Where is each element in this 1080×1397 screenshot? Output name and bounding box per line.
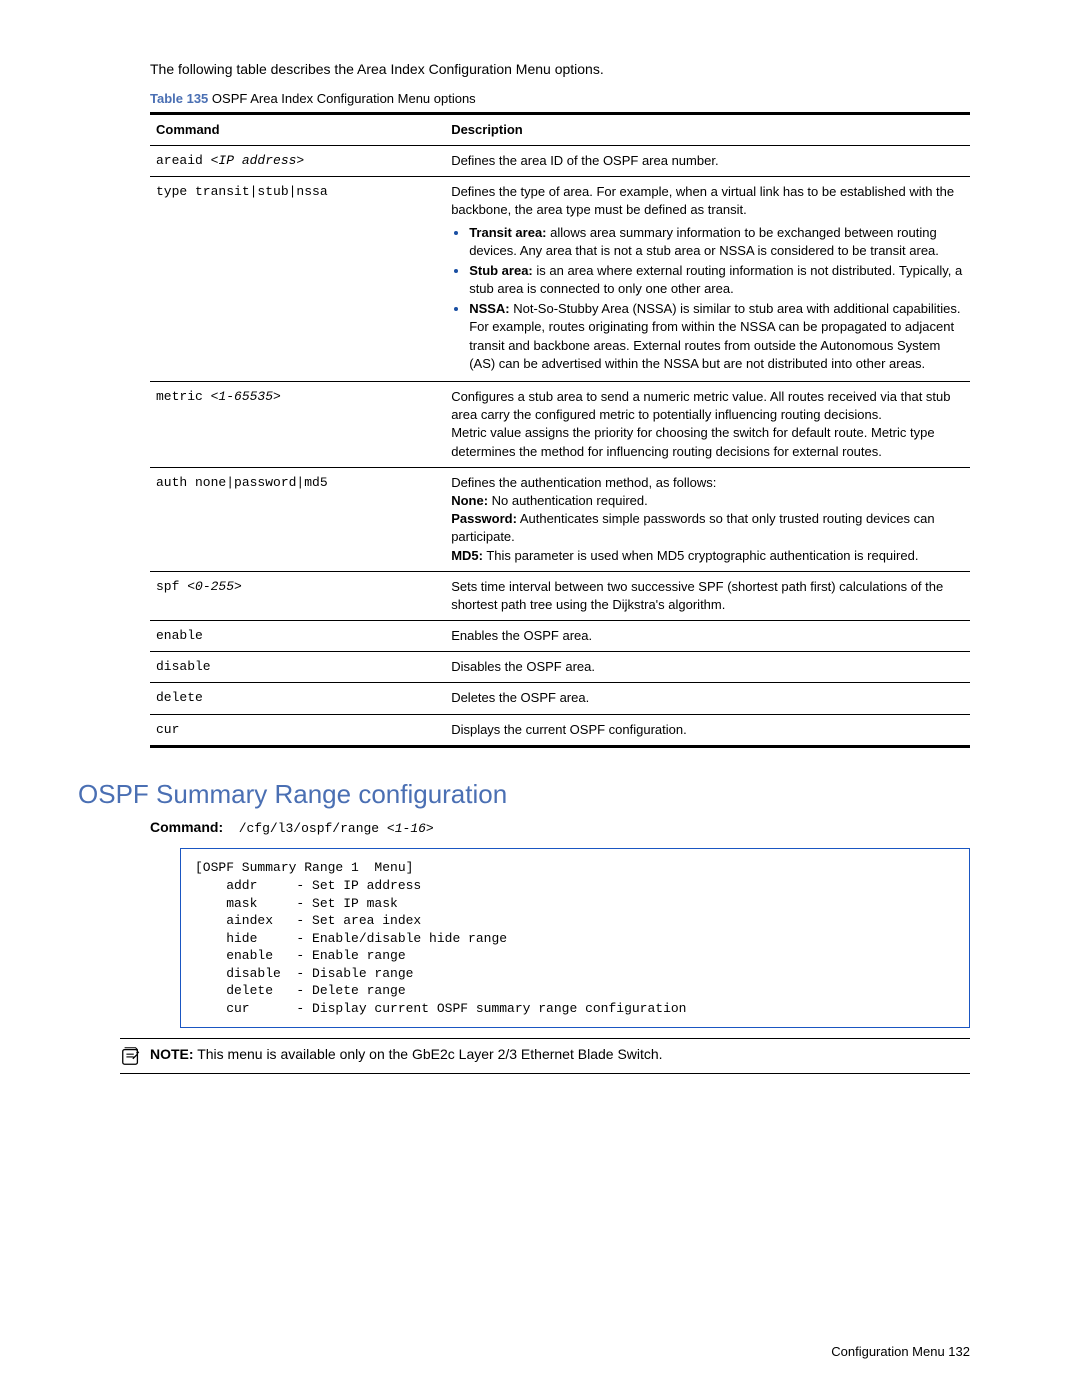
table-caption-label: Table 135	[150, 91, 208, 106]
note-label: NOTE:	[150, 1046, 194, 1062]
desc-cell: Defines the type of area. For example, w…	[445, 177, 970, 382]
cmd-cell: type transit|stub|nssa	[150, 177, 445, 382]
cmd-cell: delete	[150, 683, 445, 714]
list-item: Stub area: is an area where external rou…	[469, 262, 964, 298]
table-row: cur Displays the current OSPF configurat…	[150, 714, 970, 746]
auth-label: MD5:	[451, 548, 483, 563]
auth-text: Authenticates simple passwords so that o…	[451, 511, 934, 544]
note-body: NOTE: This menu is available only on the…	[150, 1045, 663, 1065]
auth-line: Password: Authenticates simple passwords…	[451, 510, 964, 546]
desc-cell: Defines the area ID of the OSPF area num…	[445, 145, 970, 176]
table-row: spf <0-255> Sets time interval between t…	[150, 571, 970, 620]
table-row: disable Disables the OSPF area.	[150, 652, 970, 683]
desc-cell: Enables the OSPF area.	[445, 621, 970, 652]
type-bullets: Transit area: allows area summary inform…	[451, 224, 964, 374]
cmd-cell: enable	[150, 621, 445, 652]
table-row: auth none|password|md5 Defines the authe…	[150, 467, 970, 571]
desc-cell: Sets time interval between two successiv…	[445, 571, 970, 620]
page-footer: Configuration Menu 132	[831, 1343, 970, 1361]
options-table: Command Description areaid <IP address> …	[150, 112, 970, 748]
note-text: This menu is available only on the GbE2c…	[194, 1046, 663, 1062]
cmd-text: areaid	[156, 153, 211, 168]
cmd-text: metric	[156, 389, 211, 404]
bullet-text: Not-So-Stubby Area (NSSA) is similar to …	[469, 301, 960, 371]
desc-cell: Defines the authentication method, as fo…	[445, 467, 970, 571]
cmd-text: spf	[156, 579, 187, 594]
auth-text: This parameter is used when MD5 cryptogr…	[483, 548, 918, 563]
th-description: Description	[445, 113, 970, 145]
bullet-label: NSSA:	[469, 301, 509, 316]
list-item: Transit area: allows area summary inform…	[469, 224, 964, 260]
command-arg: <1-16>	[387, 821, 434, 836]
table-caption-text: OSPF Area Index Configuration Menu optio…	[212, 91, 476, 106]
bullet-label: Transit area:	[469, 225, 546, 240]
cmd-cell: metric <1-65535>	[150, 382, 445, 468]
cmd-arg: <0-255>	[187, 579, 242, 594]
code-block: [OSPF Summary Range 1 Menu] addr - Set I…	[180, 848, 970, 1028]
desc-cell: Disables the OSPF area.	[445, 652, 970, 683]
auth-line: MD5: This parameter is used when MD5 cry…	[451, 547, 964, 565]
table-row: metric <1-65535> Configures a stub area …	[150, 382, 970, 468]
cmd-cell: disable	[150, 652, 445, 683]
desc-intro: Defines the type of area. For example, w…	[451, 184, 954, 217]
cmd-cell: cur	[150, 714, 445, 746]
table-caption: Table 135 OSPF Area Index Configuration …	[150, 90, 970, 108]
cmd-arg: <1-65535>	[211, 389, 281, 404]
desc-intro: Defines the authentication method, as fo…	[451, 474, 964, 492]
cmd-cell: areaid <IP address>	[150, 145, 445, 176]
cmd-cell: spf <0-255>	[150, 571, 445, 620]
desc-cell: Deletes the OSPF area.	[445, 683, 970, 714]
note-block: NOTE: This menu is available only on the…	[120, 1038, 970, 1074]
table-row: type transit|stub|nssa Defines the type …	[150, 177, 970, 382]
command-label: Command:	[150, 819, 223, 835]
note-icon	[120, 1045, 142, 1067]
table-row: areaid <IP address> Defines the area ID …	[150, 145, 970, 176]
command-path: /cfg/l3/ospf/range	[239, 821, 387, 836]
table-row: delete Deletes the OSPF area.	[150, 683, 970, 714]
bullet-text: is an area where external routing inform…	[469, 263, 962, 296]
auth-label: Password:	[451, 511, 517, 526]
command-line: Command: /cfg/l3/ospf/range <1-16>	[150, 818, 970, 838]
th-command: Command	[150, 113, 445, 145]
desc-cell: Displays the current OSPF configuration.	[445, 714, 970, 746]
intro-text: The following table describes the Area I…	[150, 60, 970, 80]
cmd-cell: auth none|password|md5	[150, 467, 445, 571]
table-row: enable Enables the OSPF area.	[150, 621, 970, 652]
bullet-label: Stub area:	[469, 263, 533, 278]
desc-cell: Configures a stub area to send a numeric…	[445, 382, 970, 468]
auth-label: None:	[451, 493, 488, 508]
list-item: NSSA: Not-So-Stubby Area (NSSA) is simil…	[469, 300, 964, 373]
cmd-arg: <IP address>	[211, 153, 305, 168]
auth-line: None: No authentication required.	[451, 492, 964, 510]
section-heading: OSPF Summary Range configuration	[78, 776, 970, 812]
auth-text: No authentication required.	[488, 493, 648, 508]
